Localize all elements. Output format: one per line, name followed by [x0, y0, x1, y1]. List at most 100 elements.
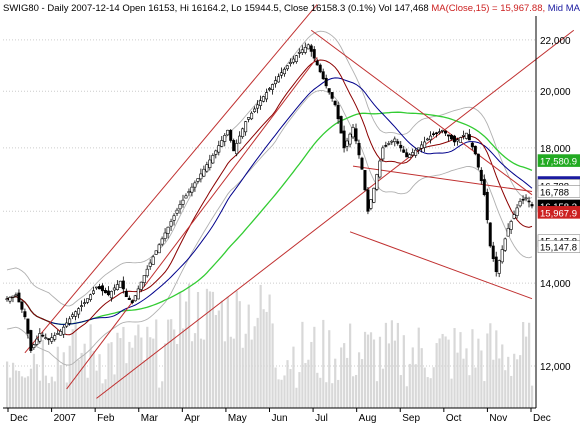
volume-bar — [486, 333, 489, 408]
candle-body — [205, 164, 209, 172]
volume-bar — [283, 375, 286, 408]
candle-body — [497, 260, 501, 274]
candle-body — [432, 133, 436, 135]
header-info: - Daily 2007-12-14 Open 16153, Hi 16164.… — [39, 3, 431, 14]
volume-bar — [501, 344, 504, 408]
candle-body — [253, 108, 257, 112]
candle-body — [148, 262, 152, 267]
volume-bar — [414, 364, 417, 408]
candle-body — [229, 130, 233, 141]
candle-body — [232, 140, 236, 152]
candle-body — [369, 199, 373, 209]
volume-bar — [262, 309, 265, 408]
volume-bar — [295, 387, 298, 408]
volume-bar — [378, 336, 382, 408]
candle-body — [360, 157, 364, 170]
candle-body — [59, 331, 63, 336]
candle-body — [35, 338, 39, 345]
candle-body — [494, 256, 498, 273]
volume-bar — [158, 387, 161, 408]
candle-body — [223, 135, 227, 142]
x-tick-label: Sep — [402, 413, 420, 424]
candle-body — [530, 204, 534, 207]
candle-body — [336, 104, 340, 120]
candle-body — [449, 134, 453, 140]
candle-body — [62, 326, 66, 335]
volume-bar — [59, 365, 62, 408]
volume-bar — [319, 377, 322, 408]
volume-bar — [513, 353, 516, 408]
candle-body — [211, 155, 215, 164]
candle-body — [238, 135, 242, 144]
candle-body — [363, 170, 367, 191]
candle-body — [97, 286, 101, 290]
trendline — [310, 29, 533, 196]
x-tick-label: Dec — [10, 413, 28, 424]
candle-body — [193, 182, 197, 188]
candle-body — [321, 71, 325, 80]
volume-bar — [199, 338, 203, 408]
volume-bar — [298, 372, 301, 408]
candle-body — [273, 80, 277, 85]
volume-bar — [110, 342, 113, 408]
candle-body — [378, 160, 382, 178]
candle-body — [163, 232, 167, 239]
candle-body — [527, 200, 531, 203]
candle-body — [145, 268, 149, 277]
volume-bar — [325, 382, 328, 408]
volume-bar — [462, 358, 465, 408]
mid-ma-line — [6, 77, 533, 325]
candle-body — [315, 60, 319, 66]
candle-body — [276, 76, 280, 83]
candle-body — [250, 112, 254, 120]
candle-body — [423, 141, 427, 148]
volume-bar — [369, 332, 373, 408]
price-tag-label: 16,788 — [540, 187, 569, 198]
candle-body — [297, 51, 301, 54]
volume-bar — [453, 328, 456, 408]
y-tick-label: 18,000 — [540, 144, 571, 155]
candle-body — [53, 335, 57, 340]
volume-bar — [432, 367, 435, 408]
volume-bar — [447, 339, 450, 408]
volume-bar — [167, 319, 170, 408]
candle-body — [8, 297, 12, 302]
candle-body — [142, 275, 146, 284]
volume-bar — [104, 379, 107, 408]
candle-body — [151, 256, 155, 265]
trendline — [24, 4, 318, 354]
candle-body — [262, 96, 266, 102]
volume-bar — [334, 358, 337, 408]
candle-body — [196, 178, 200, 182]
candle-body — [178, 204, 182, 210]
volume-bar — [477, 338, 480, 408]
price-tag-label: 17,580.9 — [540, 157, 577, 168]
volume-bar — [450, 378, 453, 408]
candle-body — [160, 238, 164, 245]
candle-body — [443, 130, 447, 134]
candle-body — [56, 333, 60, 335]
candle-body — [77, 308, 81, 315]
volume-bar — [71, 329, 74, 408]
volume-bar — [98, 354, 101, 408]
candle-body — [220, 140, 224, 147]
candle-body — [354, 128, 358, 142]
volume-bar — [119, 338, 122, 408]
price-tag — [537, 154, 580, 167]
candle-body — [139, 281, 143, 290]
volume-bar — [366, 334, 370, 408]
volume-bar — [429, 378, 432, 408]
volume-bar — [363, 331, 367, 408]
volume-bar — [217, 310, 220, 408]
candle-body — [256, 104, 260, 109]
candle-body — [217, 145, 221, 153]
volume-bar — [161, 381, 164, 408]
volume-bar — [152, 338, 155, 408]
candle-body — [41, 334, 45, 337]
candle-body — [393, 138, 397, 142]
candle-body — [485, 191, 489, 221]
candle-body — [426, 138, 430, 141]
candle-body — [342, 130, 346, 149]
candle-body — [467, 134, 471, 141]
